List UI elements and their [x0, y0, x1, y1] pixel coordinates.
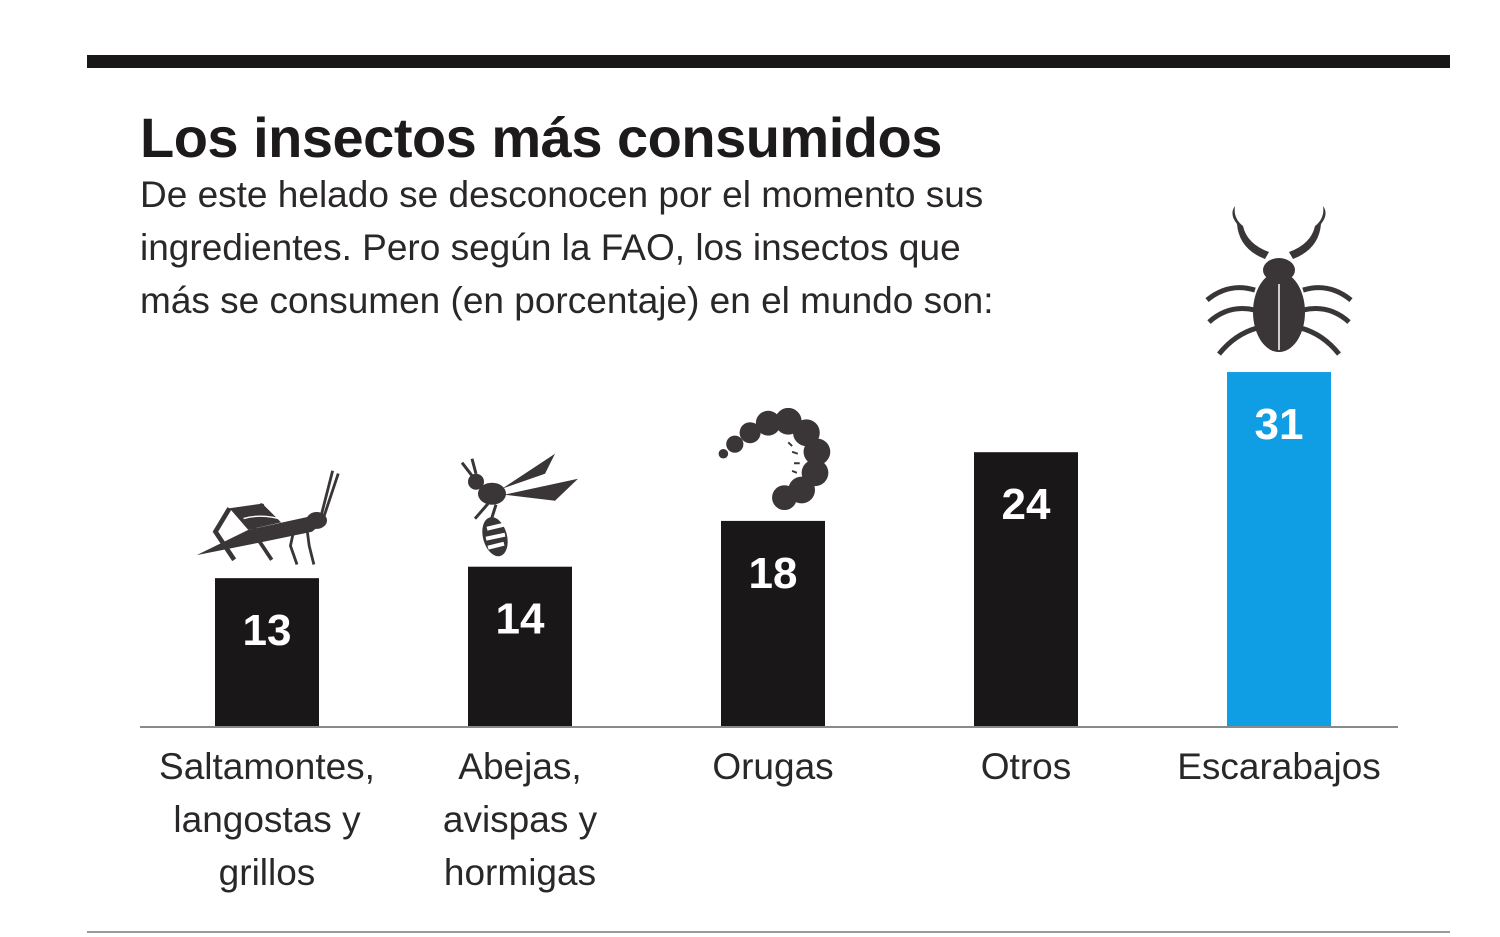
chart-subtitle: De este helado se desconocen por el mome… — [140, 168, 1140, 327]
chart-title: Los insectos más consumidos — [140, 106, 942, 169]
subtitle-line: ingredientes. Pero según la FAO, los ins… — [140, 227, 961, 268]
top-rule — [87, 55, 1450, 68]
category-label: Orugas — [712, 746, 833, 787]
bar — [974, 452, 1078, 727]
bar-value-label: 18 — [749, 549, 798, 598]
grasshopper-icon — [197, 471, 339, 565]
value-labels: 13 14 18 24 31 — [243, 400, 1304, 655]
bars — [215, 372, 1331, 727]
caterpillar-icon — [717, 407, 831, 511]
bar-value-label: 13 — [243, 606, 292, 655]
category-labels: Saltamontes, langostas y grillos Abejas, avi… — [159, 746, 1381, 893]
bar-value-label: 31 — [1255, 400, 1304, 449]
subtitle-line: De este helado se desconocen por el mome… — [140, 174, 984, 215]
category-label: grillos — [219, 852, 316, 893]
subtitle-line: más se consumen (en porcentaje) en el mu… — [140, 280, 994, 321]
wasp-icon — [460, 451, 580, 559]
insect-icons — [197, 206, 1351, 564]
category-label: Otros — [981, 746, 1071, 787]
category-label: Saltamontes, — [159, 746, 375, 787]
bar — [1227, 372, 1331, 727]
category-label: Abejas, — [458, 746, 581, 787]
category-label: avispas y — [443, 799, 598, 840]
bar — [215, 578, 319, 727]
category-label: langostas y — [173, 799, 361, 840]
bar-value-label: 14 — [496, 595, 545, 644]
bar — [468, 566, 572, 727]
bar — [721, 520, 825, 727]
bottom-rule — [87, 931, 1450, 933]
category-label: hormigas — [444, 852, 596, 893]
category-label: Escarabajos — [1177, 746, 1381, 787]
bar-value-label: 24 — [1002, 480, 1051, 529]
beetle-icon — [1207, 206, 1351, 354]
